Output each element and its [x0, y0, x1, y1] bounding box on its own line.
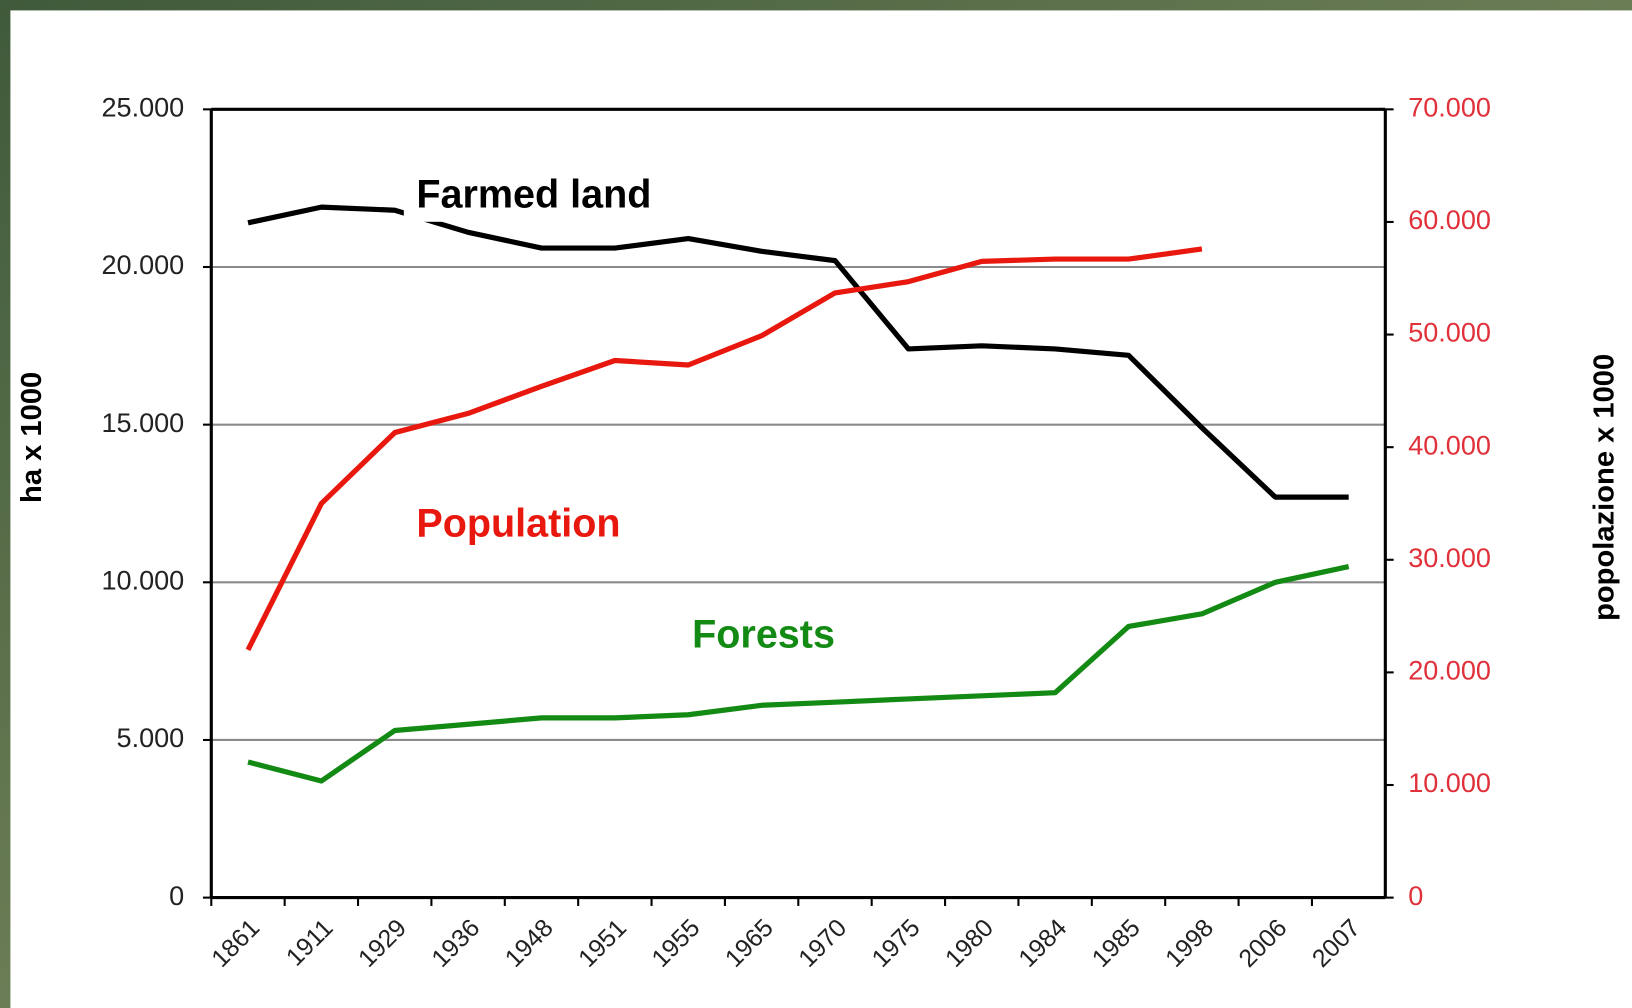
y-tick-label: 0 [169, 881, 184, 911]
y2-tick-label: 40.000 [1408, 430, 1491, 460]
y2-axis-title: popolazione x 1000 [1589, 354, 1621, 621]
y-tick-label: 20.000 [102, 250, 185, 280]
y2-tick-label: 20.000 [1408, 656, 1491, 686]
series-label: Farmed land [416, 172, 651, 216]
y-axis-title: ha x 1000 [16, 372, 48, 503]
y2-tick-label: 70.000 [1408, 92, 1491, 122]
series-label: Population [416, 501, 620, 545]
y2-tick-label: 0 [1408, 881, 1423, 911]
y-tick-label: 25.000 [102, 92, 185, 122]
label-backdrop [403, 169, 665, 222]
y2-tick-label: 60.000 [1408, 205, 1491, 235]
y-tick-label: 10.000 [102, 565, 185, 595]
y2-tick-label: 50.000 [1408, 318, 1491, 348]
series-line [247, 564, 1350, 784]
panel [10, 10, 1632, 1008]
y-tick-label: 5.000 [117, 723, 185, 753]
series-line [245, 246, 1203, 652]
y2-tick-label: 30.000 [1408, 543, 1491, 573]
series-label: Forests [692, 613, 835, 657]
y-tick-label: 15.000 [102, 408, 185, 438]
y2-tick-label: 10.000 [1408, 768, 1491, 798]
